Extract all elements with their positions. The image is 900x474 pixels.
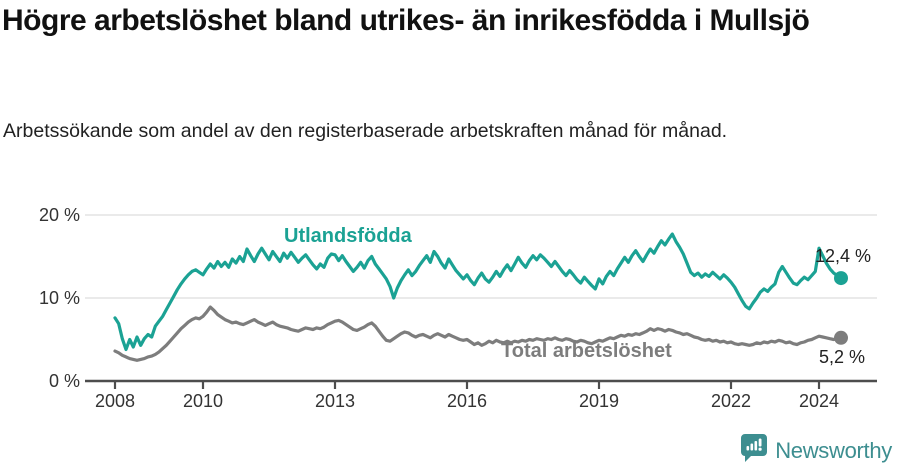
x-tick-label: 2022 <box>710 391 752 411</box>
x-tick-label: 2019 <box>578 391 620 411</box>
x-tick-label: 2010 <box>182 391 224 411</box>
x-tick-label: 2024 <box>798 391 840 411</box>
line-chart <box>85 214 877 389</box>
series-line <box>113 232 843 352</box>
newsworthy-logo: Newsworthy <box>740 433 892 468</box>
y-tick-label: 0 % <box>48 370 80 391</box>
x-tick-label: 2013 <box>314 391 356 411</box>
series-label-utlandsfodda: Utlandsfödda <box>284 225 412 247</box>
series-end-dot <box>834 271 848 286</box>
x-tick-label: 2016 <box>446 391 488 411</box>
series-line <box>113 305 843 362</box>
x-tick-label: 2008 <box>94 391 136 411</box>
end-value-label-total: 5,2 % <box>819 347 866 367</box>
newsworthy-logo-text: Newsworthy <box>775 437 892 463</box>
page-title: Högre arbetslöshet bland utrikes- än inr… <box>2 4 810 37</box>
y-tick-label: 20 % <box>38 204 80 225</box>
series-label-total: Total arbetslöshet <box>501 340 672 362</box>
end-value-label-utlandsfodda: 12,4 % <box>815 246 872 266</box>
series-end-dot <box>834 330 848 345</box>
newsworthy-bubble-chart-icon <box>740 433 768 468</box>
page-subtitle: Arbetssökande som andel av den registerb… <box>3 120 728 142</box>
y-tick-label: 10 % <box>38 287 80 308</box>
